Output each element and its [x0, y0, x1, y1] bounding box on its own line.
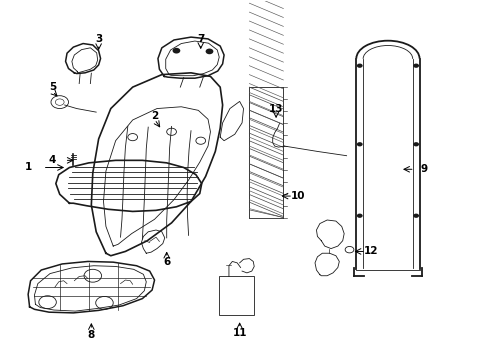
Text: 8: 8 — [87, 330, 95, 341]
Bar — [219, 276, 254, 315]
Text: 9: 9 — [420, 164, 427, 174]
Text: 2: 2 — [151, 111, 158, 121]
Text: 1: 1 — [24, 162, 32, 172]
Circle shape — [356, 64, 362, 68]
Circle shape — [205, 49, 213, 54]
Text: 3: 3 — [95, 34, 102, 44]
Text: 5: 5 — [49, 82, 56, 92]
Text: 4: 4 — [49, 156, 56, 165]
Text: 11: 11 — [232, 328, 246, 338]
Text: 7: 7 — [197, 34, 204, 44]
Text: 13: 13 — [268, 104, 283, 113]
Circle shape — [356, 213, 362, 218]
Circle shape — [412, 64, 418, 68]
Circle shape — [172, 48, 180, 54]
Circle shape — [356, 142, 362, 147]
Circle shape — [412, 142, 418, 147]
Circle shape — [412, 213, 418, 218]
Text: 10: 10 — [290, 191, 305, 201]
Text: 12: 12 — [363, 247, 377, 256]
Text: 6: 6 — [163, 257, 170, 267]
